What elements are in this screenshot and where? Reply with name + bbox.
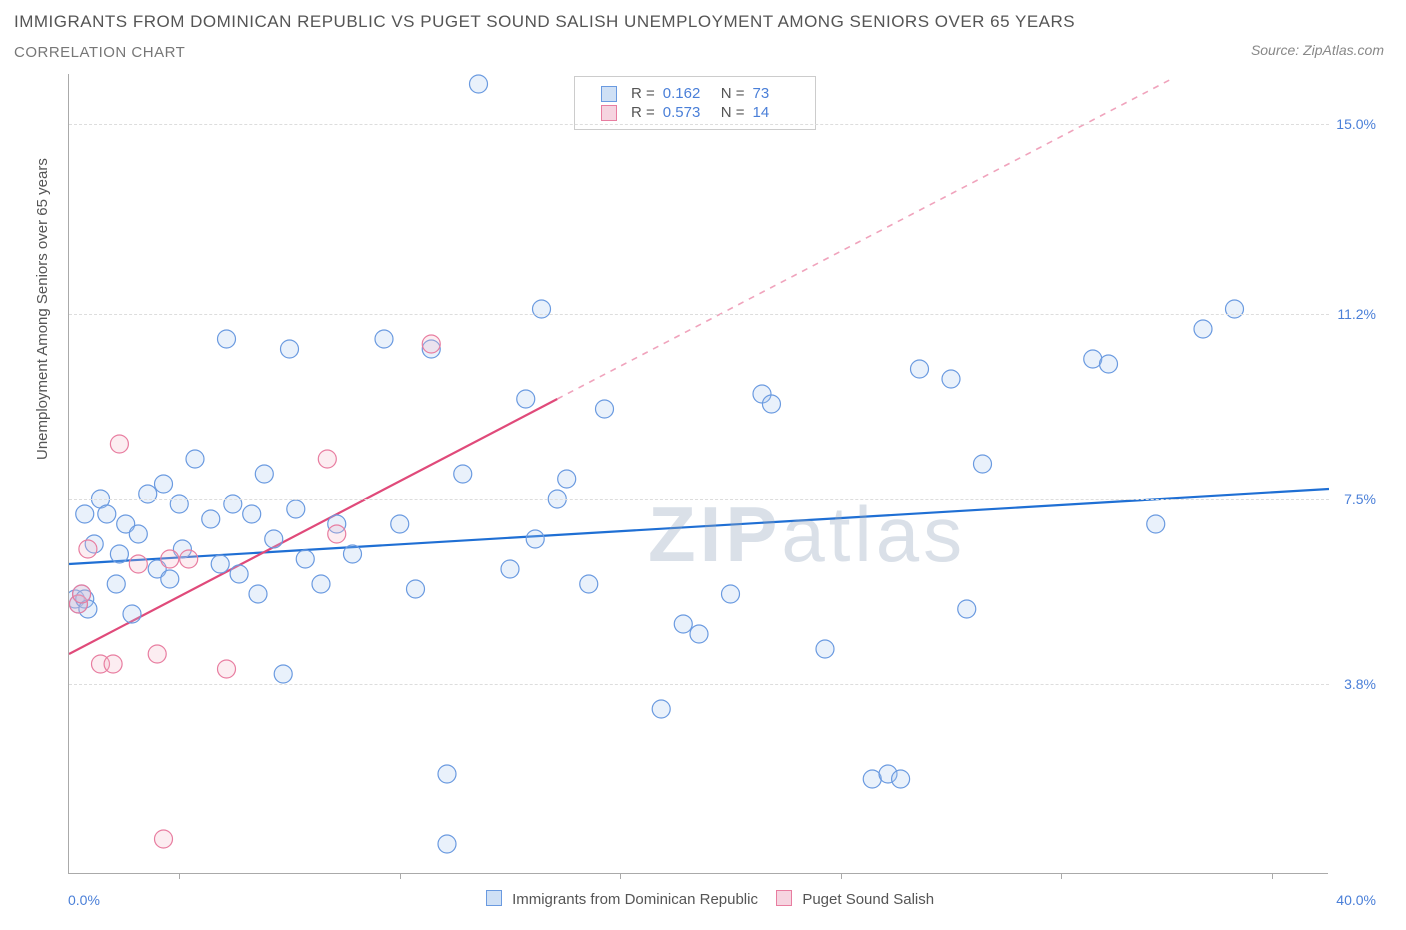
watermark: ZIPatlas <box>648 489 966 580</box>
legend-r-label: R = <box>631 104 655 121</box>
source-attribution: Source: ZipAtlas.com <box>1251 42 1384 58</box>
legend-n-value-1: 73 <box>753 85 803 102</box>
correlation-legend: R = 0.162 N = 73 R = 0.573 N = 14 <box>574 76 816 130</box>
gridline <box>69 124 1329 125</box>
legend-row-series1: R = 0.162 N = 73 <box>587 85 803 102</box>
chart-title: IMMIGRANTS FROM DOMINICAN REPUBLIC VS PU… <box>14 12 1075 32</box>
legend-n-label: N = <box>721 85 745 102</box>
legend-r-value-1: 0.162 <box>663 85 713 102</box>
legend-r-label: R = <box>631 85 655 102</box>
plot-area: R = 0.162 N = 73 R = 0.573 N = 14 15.0%1… <box>68 74 1328 874</box>
legend-swatch-blue-icon <box>486 890 502 906</box>
gridline <box>69 684 1329 685</box>
gridline <box>69 314 1329 315</box>
y-tick-label: 15.0% <box>1336 116 1376 132</box>
series2-name: Puget Sound Salish <box>802 891 934 908</box>
x-tick <box>179 873 180 879</box>
x-tick <box>1272 873 1273 879</box>
legend-n-value-2: 14 <box>753 104 803 121</box>
legend-swatch-pink-icon <box>776 890 792 906</box>
scatter-svg <box>69 74 1329 874</box>
legend-swatch-blue <box>601 86 617 102</box>
watermark-bold: ZIP <box>648 490 781 578</box>
y-tick-label: 7.5% <box>1344 491 1376 507</box>
chart-subtitle: CORRELATION CHART <box>14 44 185 61</box>
x-tick <box>841 873 842 879</box>
y-axis-label: Unemployment Among Seniors over 65 years <box>34 158 51 460</box>
y-tick-label: 11.2% <box>1337 306 1376 322</box>
x-tick <box>1061 873 1062 879</box>
series-legend: Immigrants from Dominican Republic Puget… <box>0 890 1406 908</box>
chart-area: R = 0.162 N = 73 R = 0.573 N = 14 15.0% 1… <box>68 74 1384 874</box>
watermark-light: atlas <box>781 490 966 578</box>
y-tick-label: 3.8% <box>1344 676 1376 692</box>
legend-r-value-2: 0.573 <box>663 104 713 121</box>
series1-name: Immigrants from Dominican Republic <box>512 891 758 908</box>
legend-row-series2: R = 0.573 N = 14 <box>587 104 803 121</box>
legend-n-label: N = <box>721 104 745 121</box>
x-tick <box>620 873 621 879</box>
x-tick <box>400 873 401 879</box>
legend-swatch-pink <box>601 105 617 121</box>
